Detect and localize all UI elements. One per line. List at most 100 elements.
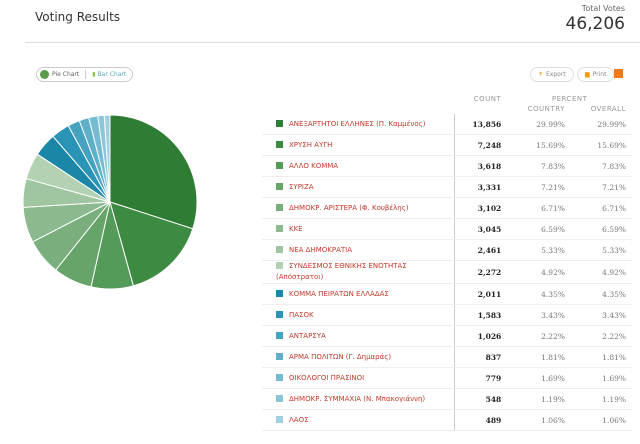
country-percent: 6.59% — [507, 218, 571, 240]
overall-percent: 7.83% — [570, 155, 632, 177]
overall-percent: 6.59% — [570, 218, 632, 240]
overall-percent: 4.92% — [570, 260, 632, 284]
bar-chart-icon: ▮ — [92, 71, 96, 78]
rss-icon[interactable] — [614, 69, 623, 78]
color-swatch — [276, 415, 283, 423]
party-name[interactable]: ΚΚΕ — [262, 218, 455, 240]
color-swatch — [276, 289, 283, 297]
count-cell: 2,272 — [454, 260, 508, 284]
pie-slice[interactable] — [109, 201, 194, 287]
party-name[interactable]: ΟΙΚΟΛΟΓΟΙ ΠΡΑΣΙΝΟΙ — [262, 367, 455, 389]
overall-percent: 1.69% — [570, 367, 632, 389]
color-swatch — [276, 203, 283, 211]
country-percent: 6.71% — [507, 197, 571, 219]
color-swatch — [276, 373, 283, 381]
count-cell: 2,461 — [454, 239, 508, 261]
color-swatch — [276, 262, 283, 269]
export-button[interactable]: ↟ Export — [530, 67, 574, 82]
pie-slice[interactable] — [109, 114, 198, 230]
party-name[interactable]: ΑΝΕΞΑΡΤΗΤΟΙ ΕΛΛΗΝΕΣ (Π. Καμμένος) — [262, 114, 455, 135]
country-percent: 1.81% — [507, 346, 571, 368]
party-name[interactable]: ΛΑΟΣ — [262, 409, 455, 431]
country-percent: 4.35% — [507, 283, 571, 305]
count-cell: 7,248 — [454, 134, 508, 156]
overall-percent: 7.21% — [570, 176, 632, 198]
count-cell: 2,011 — [454, 283, 508, 305]
count-cell: 779 — [454, 367, 508, 389]
country-percent: 1.19% — [507, 388, 571, 410]
overall-percent: 15.69% — [570, 134, 632, 156]
table-row: ΝΕΑ ΔΗΜΟΚΡΑΤΙΑ 2,461 5.33% 5.33% — [262, 239, 632, 261]
results-table: COUNT PERCENT COUNTRY OVERALL ΑΝΕΞΑΡΤΗΤΟΙ … — [262, 94, 632, 431]
table-row: ΣΥΝΔΕΣΜΟΣ ΕΘΝΙΚΗΣ ΕΝΟΤΗΤΑΣ (Απόστρατοι) … — [262, 260, 632, 284]
count-cell: 3,331 — [454, 176, 508, 198]
overall-percent: 1.81% — [570, 346, 632, 368]
overall-percent: 29.99% — [570, 114, 632, 135]
country-header: COUNTRY — [527, 105, 565, 113]
overall-percent: 1.19% — [570, 388, 632, 410]
count-cell: 3,045 — [454, 218, 508, 240]
print-icon: ▆ — [585, 71, 590, 78]
overall-percent: 1.06% — [570, 409, 632, 431]
party-name[interactable]: ΣΥΡΙΖΑ — [262, 176, 455, 198]
party-name[interactable]: ΧΡΥΣΗ ΑΥΓΗ — [262, 134, 455, 156]
country-percent: 15.69% — [507, 134, 571, 156]
table-row: ΑΝΤΑΡΣΥΑ 1,026 2.22% 2.22% — [262, 325, 632, 347]
party-name[interactable]: ΑΛΛΟ ΚΟΜΜΑ — [262, 155, 455, 177]
total-votes-label: Total Votes — [581, 4, 625, 13]
party-name[interactable]: ΑΡΜΑ ΠΟΛΙΤΩΝ (Γ. Δημαράς) — [262, 346, 455, 368]
party-name[interactable]: ΣΥΝΔΕΣΜΟΣ ΕΘΝΙΚΗΣ ΕΝΟΤΗΤΑΣ (Απόστρατοι) — [262, 260, 455, 284]
total-votes-value: 46,206 — [565, 14, 625, 34]
country-percent: 1.69% — [507, 367, 571, 389]
table-row: ΔΗΜΟΚΡ. ΑΡΙΣΤΕΡΑ (Φ. Κουβέλης) 3,102 6.7… — [262, 197, 632, 219]
pie-chart-button[interactable]: Pie Chart — [52, 71, 80, 78]
count-cell: 489 — [454, 409, 508, 431]
export-icon: ↟ — [538, 71, 544, 78]
country-percent: 2.22% — [507, 325, 571, 347]
color-swatch — [276, 182, 283, 190]
separator — [85, 70, 87, 79]
table-row: ΛΑΟΣ 489 1.06% 1.06% — [262, 409, 632, 431]
color-swatch — [276, 394, 283, 402]
overall-percent: 6.71% — [570, 197, 632, 219]
party-name[interactable]: ΠΑΣΟΚ — [262, 304, 455, 326]
pie-chart-icon — [40, 70, 49, 79]
table-row: ΚΟΜΜΑ ΠΕΙΡΑΤΩΝ ΕΛΛΑΔΑΣ 2,011 4.35% 4.35% — [262, 283, 632, 305]
party-name[interactable]: ΚΟΜΜΑ ΠΕΙΡΑΤΩΝ ΕΛΛΑΔΑΣ — [262, 283, 455, 305]
count-cell: 1,026 — [454, 325, 508, 347]
pie-chart — [22, 114, 198, 290]
count-cell: 13,856 — [454, 114, 508, 135]
color-swatch — [276, 331, 283, 339]
overall-percent: 3.43% — [570, 304, 632, 326]
color-swatch — [276, 245, 283, 253]
party-name[interactable]: ΔΗΜΟΚΡ. ΣΥΜΜΑΧΙΑ (Ν. Μπακογιάννη) — [262, 388, 455, 410]
table-row: ΚΚΕ 3,045 6.59% 6.59% — [262, 218, 632, 240]
count-cell: 1,583 — [454, 304, 508, 326]
overall-percent: 5.33% — [570, 239, 632, 261]
pie-slice[interactable] — [103, 114, 111, 203]
color-swatch — [276, 352, 283, 360]
page-title: Voting Results — [35, 10, 121, 24]
divider — [25, 42, 640, 43]
color-swatch — [276, 310, 283, 318]
overall-header: OVERALL — [590, 105, 626, 113]
party-name[interactable]: ΔΗΜΟΚΡ. ΑΡΙΣΤΕΡΑ (Φ. Κουβέλης) — [262, 197, 455, 219]
color-swatch — [276, 119, 283, 127]
print-button[interactable]: ▆ Print — [577, 67, 615, 82]
color-swatch — [276, 161, 283, 169]
table-row: ΠΑΣΟΚ 1,583 3.43% 3.43% — [262, 304, 632, 326]
count-header: COUNT — [473, 95, 502, 103]
table-row: ΔΗΜΟΚΡ. ΣΥΜΜΑΧΙΑ (Ν. Μπακογιάννη) 548 1.… — [262, 388, 632, 410]
table-row: ΣΥΡΙΖΑ 3,331 7.21% 7.21% — [262, 176, 632, 198]
party-name[interactable]: ΑΝΤΑΡΣΥΑ — [262, 325, 455, 347]
country-percent: 3.43% — [507, 304, 571, 326]
country-percent: 7.83% — [507, 155, 571, 177]
country-percent: 29.99% — [507, 114, 571, 135]
table-row: ΑΝΕΞΑΡΤΗΤΟΙ ΕΛΛΗΝΕΣ (Π. Καμμένος) 13,856… — [262, 114, 632, 135]
country-percent: 4.92% — [507, 260, 571, 284]
party-name[interactable]: ΝΕΑ ΔΗΜΟΚΡΑΤΙΑ — [262, 239, 455, 261]
count-cell: 837 — [454, 346, 508, 368]
count-cell: 548 — [454, 388, 508, 410]
percent-header: PERCENT — [551, 95, 588, 103]
bar-chart-button[interactable]: Bar Chart — [97, 71, 127, 78]
